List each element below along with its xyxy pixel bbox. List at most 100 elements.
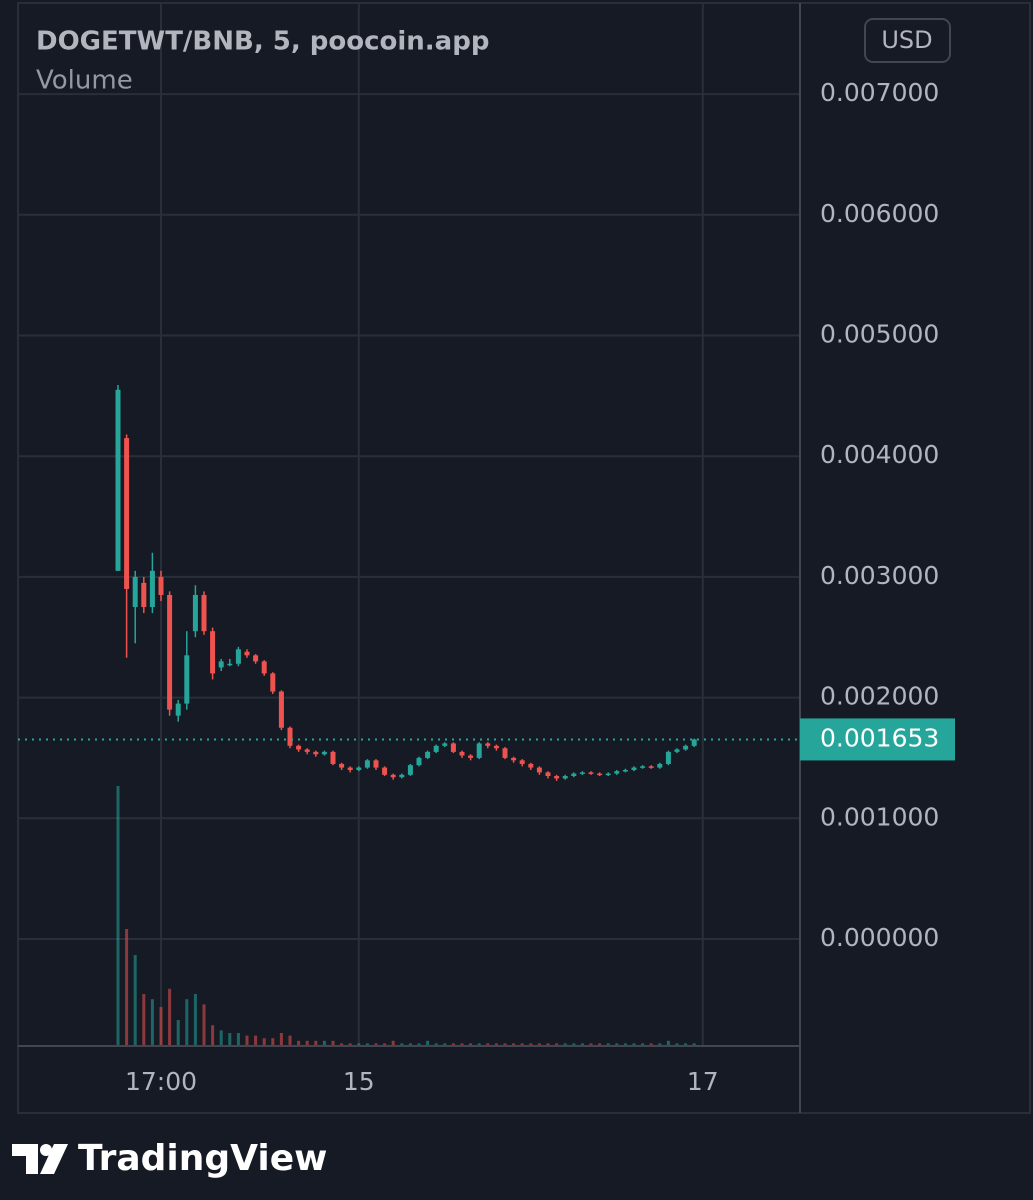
y-tick-label: 0.001000: [820, 802, 939, 831]
candle-body: [450, 743, 456, 752]
volume-bar: [331, 1040, 335, 1046]
candle-body: [614, 771, 620, 774]
volume-bar: [374, 1043, 378, 1046]
volume-bar: [133, 955, 137, 1046]
y-tick-label: 0.004000: [820, 440, 939, 469]
volume-bar: [477, 1043, 481, 1046]
candle-body: [442, 743, 448, 746]
volume-bar: [649, 1043, 653, 1046]
grid: [18, 3, 800, 1046]
logo-slash: [40, 1144, 68, 1174]
candle-body: [683, 745, 689, 750]
candle-body: [210, 631, 216, 674]
volume-bar: [580, 1043, 584, 1046]
volume-bar: [168, 988, 172, 1046]
candle-layer: [115, 384, 697, 781]
logo-dot: [40, 1144, 52, 1156]
volume-bar: [279, 1033, 283, 1046]
candle-body: [261, 661, 267, 674]
candle-body: [347, 767, 353, 770]
volume-bar: [615, 1043, 619, 1046]
candle-body: [433, 745, 439, 752]
candle-body: [502, 748, 508, 758]
volume-bar: [572, 1043, 576, 1046]
candle-body: [425, 751, 431, 758]
volume-bar: [555, 1043, 559, 1046]
candle-body: [339, 763, 345, 768]
candle-body: [356, 767, 362, 770]
volume-bar: [236, 1033, 240, 1046]
volume-bar: [340, 1043, 344, 1046]
volume-bar: [641, 1043, 645, 1046]
y-tick-label: 0.005000: [820, 320, 939, 349]
x-tick-label: 17: [687, 1067, 719, 1096]
candle-body: [468, 755, 474, 758]
candle-body: [330, 751, 336, 764]
candle-body: [407, 765, 413, 775]
y-tick-label: 0.000000: [820, 923, 939, 952]
candle-body: [622, 769, 628, 772]
candle-body: [192, 594, 198, 632]
currency-label[interactable]: USD: [881, 26, 932, 54]
volume-bar: [185, 999, 189, 1046]
volume-bar: [297, 1040, 301, 1046]
candle-body: [235, 649, 241, 664]
volume-bar: [314, 1040, 318, 1046]
volume-bar: [486, 1043, 490, 1046]
candle-body: [304, 749, 310, 752]
volume-bar: [365, 1043, 369, 1046]
candle-body: [364, 760, 370, 768]
candle-body: [253, 655, 259, 662]
volume-bar: [494, 1043, 498, 1046]
volume-bar: [176, 1020, 180, 1046]
volume-bar: [658, 1043, 662, 1046]
volume-bar: [606, 1043, 610, 1046]
candle-body: [416, 757, 422, 766]
y-tick-label: 0.002000: [820, 682, 939, 711]
candle-body: [313, 751, 319, 755]
candle-body: [528, 763, 534, 768]
candle-body: [278, 691, 284, 728]
label-layer: 0.007000 0.006000 0.005000 0.004000 0.003000…: [18, 78, 955, 1096]
chart-title: DOGETWT/BNB, 5, poocoin.app: [36, 27, 489, 57]
y-tick-label: 0.006000: [820, 199, 939, 228]
volume-bar: [159, 1007, 163, 1046]
candle-body: [648, 766, 654, 768]
last-price-box: [800, 718, 955, 761]
candle-body: [141, 582, 147, 608]
candle-body: [115, 389, 121, 571]
candle-body: [562, 776, 568, 779]
candle-body: [399, 774, 405, 778]
volume-bar: [271, 1038, 275, 1046]
currency-button[interactable]: [864, 18, 951, 63]
volume-bar: [632, 1043, 636, 1046]
candle-body: [201, 594, 207, 632]
volume-bar: [520, 1043, 524, 1046]
candle-body: [493, 745, 499, 749]
candle-body: [588, 772, 594, 774]
candle-body: [167, 594, 173, 710]
volume-bar: [262, 1038, 266, 1046]
candle-body: [287, 727, 293, 746]
candle-body: [554, 776, 560, 779]
candle-body: [124, 438, 130, 589]
candle-body: [227, 663, 233, 666]
volume-bar: [357, 1043, 361, 1046]
volume-bar: [400, 1043, 404, 1046]
candle-body: [132, 576, 138, 608]
volume-bar: [563, 1043, 567, 1046]
volume-bar: [211, 1025, 215, 1046]
volume-bar: [193, 994, 197, 1046]
candle-body: [373, 760, 379, 768]
candle-body: [149, 570, 155, 608]
candle-body: [571, 773, 577, 777]
y-tick-label: 0.007000: [820, 78, 939, 107]
candle-body: [459, 751, 465, 756]
volume-bar: [383, 1043, 387, 1046]
candle-body: [511, 757, 517, 761]
volume-bar: [288, 1035, 292, 1046]
volume-bar: [150, 999, 154, 1046]
candle-body: [665, 751, 671, 764]
candle-body: [184, 655, 190, 704]
